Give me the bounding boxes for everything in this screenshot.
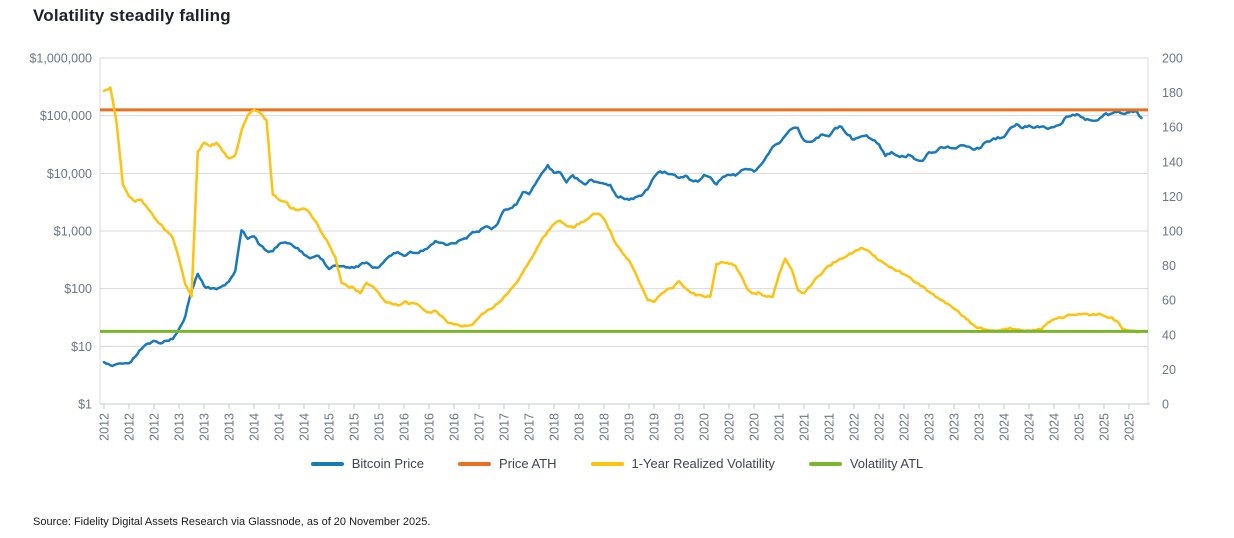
svg-text:2023: 2023 [973, 413, 987, 441]
svg-text:2020: 2020 [748, 413, 762, 441]
svg-text:100: 100 [1162, 225, 1183, 239]
svg-text:2020: 2020 [723, 413, 737, 441]
svg-text:2013: 2013 [173, 413, 187, 441]
legend-label-bitcoin-price: Bitcoin Price [351, 456, 424, 471]
svg-text:$10,000: $10,000 [47, 167, 92, 181]
svg-text:0: 0 [1162, 398, 1169, 412]
svg-text:2019: 2019 [673, 413, 687, 441]
svg-text:120: 120 [1162, 190, 1183, 204]
legend-swatch-1-year-realized-volatility [590, 461, 624, 466]
svg-text:2012: 2012 [98, 413, 112, 441]
svg-text:2025: 2025 [1098, 413, 1112, 441]
svg-text:180: 180 [1162, 86, 1183, 100]
left-axis-labels: $1 $10 $100 $1,000 $10,000 $100,000 $1,000,000 [29, 52, 92, 412]
svg-text:2018: 2018 [548, 413, 562, 441]
legend-swatch-price-ath [457, 461, 491, 466]
series-1-year-realized-volatility [102, 86, 1143, 334]
x-axis: 2012 2012 2012 2013 2013 2013 2014 2014 2014 2015… [98, 403, 1150, 441]
svg-text:$1: $1 [78, 398, 92, 412]
legend-label-1-year-realized-volatility: 1-Year Realized Volatility [631, 456, 775, 471]
svg-text:2018: 2018 [598, 413, 612, 441]
svg-text:60: 60 [1162, 294, 1176, 308]
series-bitcoin-price [102, 109, 1143, 368]
source-note: Source: Fidelity Digital Assets Research… [33, 516, 431, 528]
svg-text:2017: 2017 [523, 413, 537, 441]
svg-text:2017: 2017 [473, 413, 487, 441]
svg-text:80: 80 [1162, 259, 1176, 273]
svg-text:$1,000: $1,000 [54, 225, 92, 239]
legend-swatch-volatility-atl [808, 461, 842, 466]
svg-text:$100: $100 [64, 282, 92, 296]
chart-legend: Bitcoin Price Price ATH 1-Year Realized Vo… [0, 456, 1234, 471]
svg-text:140: 140 [1162, 155, 1183, 169]
svg-text:2024: 2024 [1048, 413, 1062, 441]
svg-text:2021: 2021 [823, 413, 837, 441]
svg-text:20: 20 [1162, 363, 1176, 377]
svg-text:2015: 2015 [323, 413, 337, 441]
svg-text:2014: 2014 [298, 413, 312, 441]
svg-text:2021: 2021 [773, 413, 787, 441]
svg-text:2023: 2023 [923, 413, 937, 441]
svg-text:2013: 2013 [198, 413, 212, 441]
svg-text:2022: 2022 [848, 413, 862, 441]
legend-swatch-bitcoin-price [310, 461, 344, 466]
svg-text:2012: 2012 [123, 413, 137, 441]
svg-text:2014: 2014 [248, 413, 262, 441]
legend-item-price-ath: Price ATH [457, 456, 557, 471]
volatility-chart: $1 $10 $100 $1,000 $10,000 $100,000 $1,000,000… [29, 52, 1183, 441]
svg-text:2024: 2024 [998, 413, 1012, 441]
svg-text:2022: 2022 [898, 413, 912, 441]
svg-text:2020: 2020 [698, 413, 712, 441]
svg-text:2025: 2025 [1123, 413, 1137, 441]
svg-text:2022: 2022 [873, 413, 887, 441]
legend-item-1-year-realized-volatility: 1-Year Realized Volatility [590, 456, 775, 471]
svg-text:200: 200 [1162, 52, 1183, 66]
svg-text:2018: 2018 [573, 413, 587, 441]
svg-text:2013: 2013 [223, 413, 237, 441]
svg-text:40: 40 [1162, 328, 1176, 342]
legend-item-bitcoin-price: Bitcoin Price [310, 456, 424, 471]
legend-label-price-ath: Price ATH [498, 456, 557, 471]
svg-text:160: 160 [1162, 121, 1183, 135]
svg-text:2025: 2025 [1073, 413, 1087, 441]
svg-text:$10: $10 [71, 340, 92, 354]
svg-text:2021: 2021 [798, 413, 812, 441]
svg-text:2016: 2016 [398, 413, 412, 441]
svg-text:2017: 2017 [498, 413, 512, 441]
svg-text:2015: 2015 [348, 413, 362, 441]
svg-text:2012: 2012 [148, 413, 162, 441]
right-axis-labels: 0 20 40 60 80 100 120 140 160 180 200 [1162, 52, 1183, 412]
svg-text:2015: 2015 [373, 413, 387, 441]
svg-text:2019: 2019 [623, 413, 637, 441]
svg-text:2023: 2023 [948, 413, 962, 441]
svg-text:$100,000: $100,000 [40, 109, 92, 123]
legend-item-volatility-atl: Volatility ATL [808, 456, 924, 471]
chart-title: Volatility steadily falling [33, 6, 231, 25]
svg-text:$1,000,000: $1,000,000 [29, 52, 92, 66]
svg-text:2014: 2014 [273, 413, 287, 441]
svg-text:2016: 2016 [423, 413, 437, 441]
svg-text:2019: 2019 [648, 413, 662, 441]
svg-text:2016: 2016 [448, 413, 462, 441]
legend-label-volatility-atl: Volatility ATL [849, 456, 924, 471]
svg-text:2024: 2024 [1023, 413, 1037, 441]
